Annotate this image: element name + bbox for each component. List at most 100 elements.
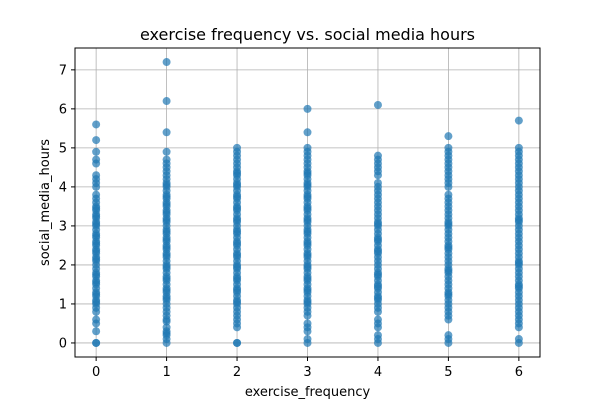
scatter-point bbox=[233, 227, 242, 236]
scatter-point bbox=[373, 178, 382, 187]
y-tick-label: 2 bbox=[59, 258, 67, 273]
scatter-point bbox=[373, 219, 382, 228]
scatter-point bbox=[233, 143, 242, 152]
scatter-point bbox=[92, 270, 101, 279]
x-tick-label: 6 bbox=[515, 365, 523, 380]
scatter-point bbox=[303, 286, 312, 295]
scatter-point bbox=[162, 243, 171, 252]
scatter-point bbox=[162, 155, 171, 164]
scatter-point bbox=[233, 262, 242, 271]
scatter-point bbox=[162, 286, 171, 295]
x-tick-label: 3 bbox=[303, 365, 311, 380]
scatter-point bbox=[233, 192, 242, 201]
axis-ticks: 0 1 2 3 4 5 6 0 1 2 3 4 5 6 7 bbox=[59, 63, 523, 380]
scatter-point bbox=[162, 227, 171, 236]
scatter-point bbox=[162, 262, 171, 271]
scatter-point bbox=[92, 315, 101, 324]
x-tick-label: 4 bbox=[374, 365, 382, 380]
y-tick-label: 5 bbox=[59, 141, 67, 156]
scatter-point bbox=[303, 297, 312, 306]
x-tick-label: 2 bbox=[233, 365, 241, 380]
scatter-point bbox=[444, 331, 453, 340]
scatter-point bbox=[303, 319, 312, 328]
x-tick-label: 5 bbox=[444, 365, 452, 380]
scatter-point bbox=[514, 216, 523, 225]
scatter-point bbox=[303, 251, 312, 260]
scatter-point bbox=[162, 128, 171, 137]
scatter-point bbox=[514, 143, 523, 152]
scatter-point bbox=[92, 338, 101, 347]
scatter-point bbox=[303, 192, 312, 201]
scatter-point bbox=[162, 147, 171, 156]
scatter-point bbox=[92, 231, 101, 240]
scatter-point bbox=[162, 192, 171, 201]
y-tick-label: 1 bbox=[59, 297, 67, 312]
data-points bbox=[92, 58, 523, 347]
scatter-point bbox=[233, 286, 242, 295]
scatter-point bbox=[92, 303, 101, 312]
scatter-point bbox=[303, 239, 312, 248]
scatter-point bbox=[162, 216, 171, 225]
scatter-point bbox=[233, 297, 242, 306]
scatter-point bbox=[514, 258, 523, 267]
scatter-point bbox=[444, 219, 453, 228]
y-tick-label: 3 bbox=[59, 219, 67, 234]
scatter-point bbox=[303, 227, 312, 236]
scatter-point bbox=[303, 180, 312, 189]
scatter-point bbox=[92, 171, 101, 180]
scatter-point bbox=[373, 294, 382, 303]
y-tick-label: 0 bbox=[59, 336, 67, 351]
scatter-point bbox=[303, 204, 312, 213]
x-tick-label: 1 bbox=[162, 365, 170, 380]
scatter-point bbox=[514, 116, 523, 125]
scatter-point bbox=[303, 104, 312, 113]
scatter-point bbox=[444, 266, 453, 275]
scatter-point bbox=[233, 204, 242, 213]
scatter-point bbox=[162, 329, 171, 338]
scatter-point bbox=[444, 143, 453, 152]
scatter-point bbox=[162, 97, 171, 106]
scatter-point bbox=[92, 239, 101, 248]
scatter-point bbox=[162, 180, 171, 189]
scatter-point bbox=[373, 331, 382, 340]
scatter-point bbox=[373, 151, 382, 160]
scatter-point bbox=[92, 212, 101, 221]
scatter-point bbox=[162, 200, 171, 209]
scatter-point bbox=[92, 204, 101, 213]
scatter-point bbox=[303, 262, 312, 271]
scatter-point bbox=[373, 247, 382, 256]
y-tick-label: 4 bbox=[59, 180, 67, 195]
scatter-point bbox=[92, 327, 101, 336]
scatter-point bbox=[92, 255, 101, 264]
scatter-point bbox=[233, 239, 242, 248]
scatter-point bbox=[92, 247, 101, 256]
scatter-point bbox=[162, 294, 171, 303]
y-tick-label: 6 bbox=[59, 102, 67, 117]
scatter-point bbox=[444, 190, 453, 199]
scatter-point bbox=[92, 297, 101, 306]
scatter-point bbox=[162, 323, 171, 332]
scatter-point bbox=[162, 208, 171, 217]
scatter-point bbox=[233, 274, 242, 283]
chart-title: exercise frequency vs. social media hour… bbox=[140, 25, 475, 44]
y-axis-label: social_media_hours bbox=[38, 139, 53, 266]
scatter-point bbox=[444, 132, 453, 141]
x-tick-label: 0 bbox=[92, 365, 100, 380]
scatter-point bbox=[444, 178, 453, 187]
scatter-point bbox=[444, 290, 453, 299]
scatter-point bbox=[92, 155, 101, 164]
scatter-point bbox=[373, 315, 382, 324]
scatter-point bbox=[92, 136, 101, 145]
scatter-point bbox=[514, 282, 523, 291]
scatter-point bbox=[373, 235, 382, 244]
scatter-point bbox=[233, 180, 242, 189]
x-axis-label: exercise_frequency bbox=[245, 385, 371, 400]
scatter-point bbox=[92, 147, 101, 156]
scatter-point bbox=[373, 100, 382, 109]
scatter-point bbox=[92, 290, 101, 299]
scatter-point bbox=[92, 190, 101, 199]
scatter-point bbox=[303, 169, 312, 178]
